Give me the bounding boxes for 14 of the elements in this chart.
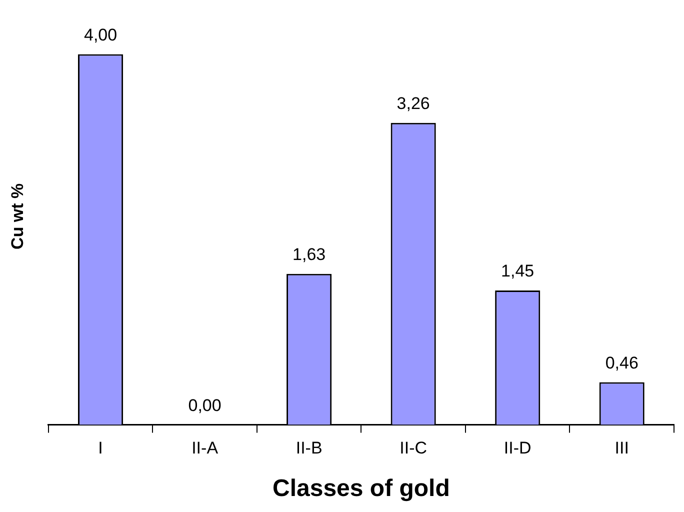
y-axis-title: Cu wt % xyxy=(8,183,27,250)
x-axis-title: Classes of gold xyxy=(272,475,450,502)
data-label: 4,00 xyxy=(84,26,118,44)
data-label: 0,00 xyxy=(188,396,222,415)
data-label: 1,45 xyxy=(501,262,534,281)
data-label: 3,26 xyxy=(396,94,430,114)
x-tick-label: I xyxy=(98,438,103,458)
data-label: 1,63 xyxy=(292,245,326,264)
x-tick-label: II-D xyxy=(504,438,532,458)
x-tick-label: II-A xyxy=(192,438,219,458)
data-label: 0,46 xyxy=(605,353,638,372)
x-tick-label: II-C xyxy=(400,438,428,458)
x-tick-label: III xyxy=(614,438,629,458)
x-tick-label: II-B xyxy=(296,438,322,458)
